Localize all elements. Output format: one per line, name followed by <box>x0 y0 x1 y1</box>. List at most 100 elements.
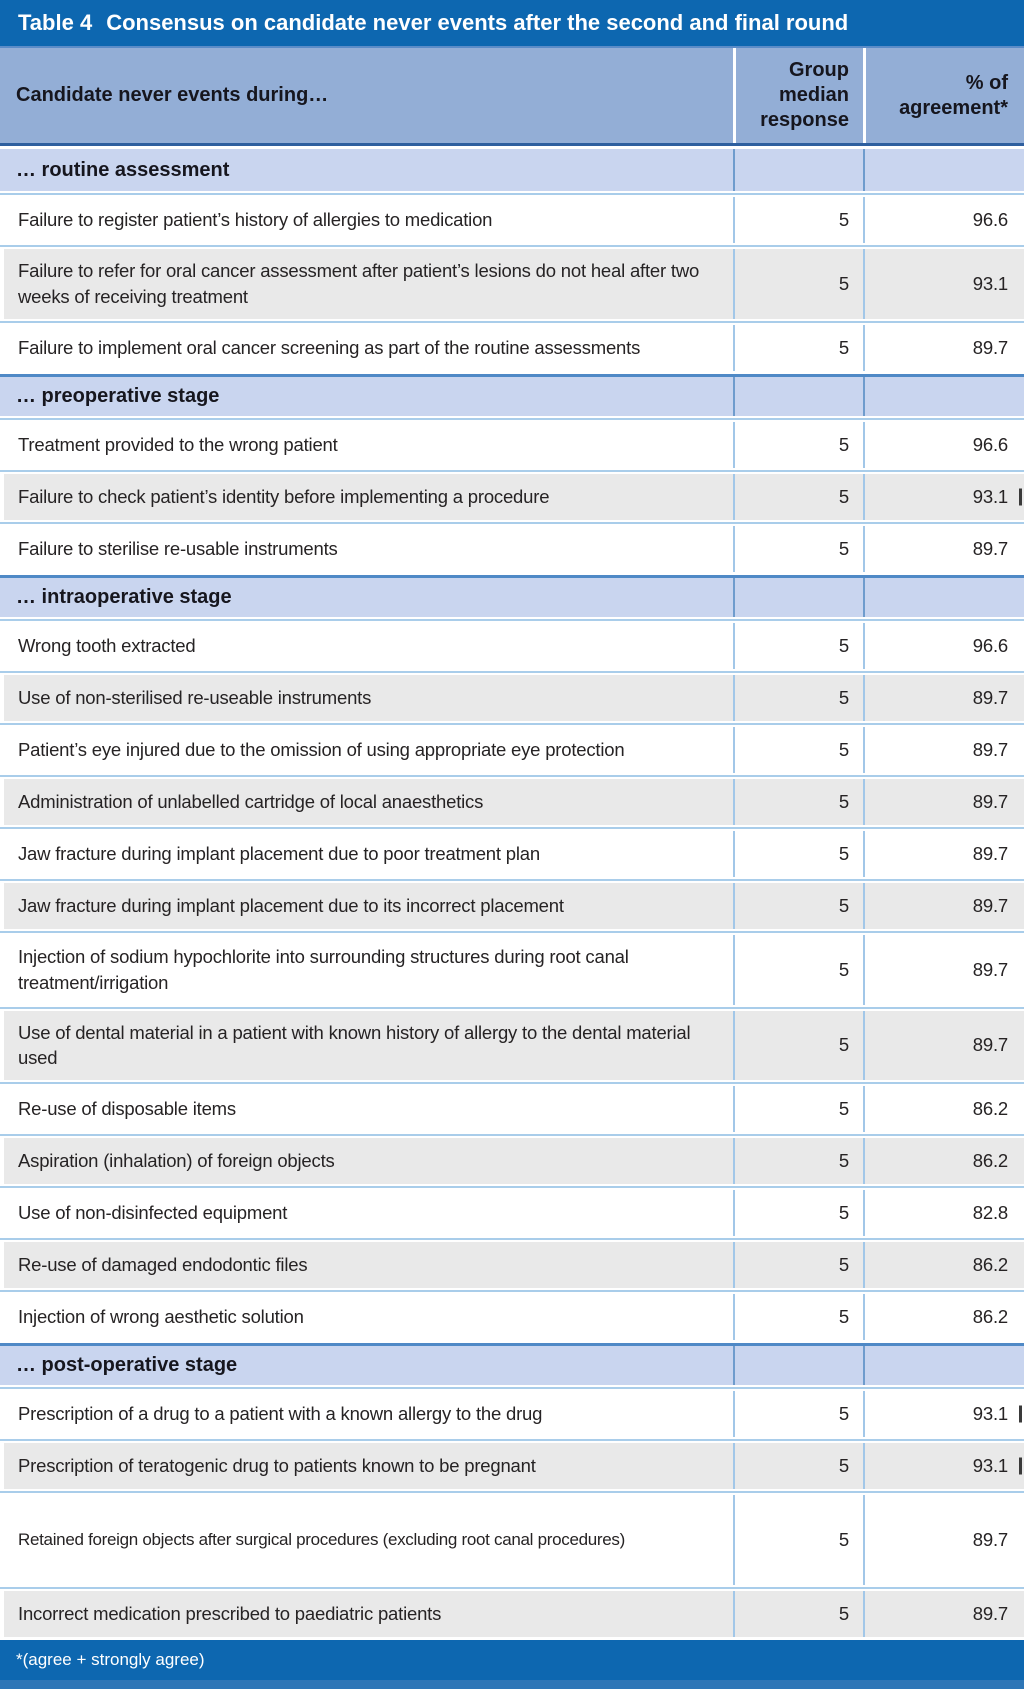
table-row: Failure to register patient’s history of… <box>0 197 1024 243</box>
row-separator <box>0 1437 1024 1444</box>
row-separator <box>0 720 1024 727</box>
event-cell: Failure to check patient’s identity befo… <box>18 485 550 507</box>
table-title-band: Table 4 Consensus on candidate never eve… <box>0 0 1024 48</box>
table-row: Jaw fracture during implant placement du… <box>0 830 1024 877</box>
agreement-value: 86.2 <box>972 1254 1008 1276</box>
event-cell: Prescription of teratogenic drug to pati… <box>18 1455 536 1477</box>
median-cell: 5 <box>733 778 863 825</box>
median-cell: 5 <box>733 1010 863 1081</box>
agreement-value: 89.7 <box>972 1034 1008 1056</box>
row-separator <box>0 1236 1024 1243</box>
median-cell: 5 <box>733 1242 863 1289</box>
table-row: Failure to sterilise re-usable instrumen… <box>0 525 1024 572</box>
median-cell: 5 <box>733 726 863 773</box>
header-separator <box>0 146 1024 149</box>
agreement-cell: 86.2 <box>863 1138 1024 1185</box>
footer-separator <box>0 1637 1024 1641</box>
event-cell: Retained foreign objects after surgical … <box>18 1530 625 1550</box>
event-cell: Injection of sodium hypochlorite into su… <box>18 945 629 993</box>
column-header-event: Candidate never events during… <box>16 84 329 106</box>
table-row: Treatment provided to the wrong patient 5… <box>0 421 1024 468</box>
median-cell: 5 <box>733 1591 863 1638</box>
event-cell: Use of non-sterilised re-useable instrum… <box>18 686 372 708</box>
agreement-cell: 82.8 <box>863 1190 1024 1237</box>
agreement-cell: 93.1 <box>863 1443 1024 1490</box>
table-row: Failure to refer for oral cancer assessm… <box>0 249 1024 319</box>
median-cell: 5 <box>733 1294 863 1341</box>
event-cell: Failure to implement oral cancer screeni… <box>18 336 641 358</box>
section-header-label-cell: … post-operative stage <box>0 1346 733 1385</box>
table-number: Table 4 <box>18 10 93 35</box>
agreement-cell: 89.7 <box>863 1591 1024 1638</box>
event-cell: Failure to refer for oral cancer assessm… <box>18 260 700 307</box>
bottom-strip <box>0 1680 1024 1690</box>
event-cell: Wrong tooth extracted <box>18 634 196 656</box>
median-cell: 5 <box>733 1443 863 1490</box>
event-cell: Use of dental material in a patient with… <box>18 1021 691 1069</box>
row-separator <box>0 318 1024 325</box>
table-row: Wrong tooth extracted 5 96.6 <box>0 622 1024 669</box>
event-cell: Re-use of damaged endodontic files <box>18 1254 308 1276</box>
section-header-agreement-cell <box>863 577 1024 617</box>
section-header: … post-operative stage <box>0 1343 1024 1386</box>
agreement-cell: 96.6 <box>863 197 1024 243</box>
agreement-cell: 89.7 <box>863 1495 1024 1586</box>
median-cell: 5 <box>733 830 863 877</box>
median-cell: 5 <box>733 473 863 520</box>
section-header-agreement-cell <box>863 149 1024 191</box>
section-header-label-cell: … routine assessment <box>0 149 733 191</box>
agreement-cell: 89.7 <box>863 934 1024 1005</box>
table-footnote-band: *(agree + strongly agree) <box>0 1640 1024 1681</box>
row-separator <box>0 824 1024 831</box>
agreement-cell: 86.2 <box>863 1294 1024 1341</box>
median-cell: 5 <box>733 1391 863 1438</box>
table-row: Prescription of a drug to a patient with… <box>0 1391 1024 1438</box>
agreement-value: 86.2 <box>972 1098 1008 1120</box>
row-separator <box>0 876 1024 883</box>
agreement-value: 89.7 <box>972 894 1008 916</box>
median-cell: 5 <box>733 882 863 929</box>
row-separator <box>0 1132 1024 1139</box>
agreement-value: 93.1 <box>972 1403 1008 1425</box>
section-header-label: … preoperative stage <box>16 384 220 407</box>
event-cell: Jaw fracture during implant placement du… <box>18 894 564 916</box>
agreement-value: 96.6 <box>972 209 1008 230</box>
column-header-row: Candidate never events during… Group med… <box>0 48 1024 146</box>
row-separator <box>0 519 1024 526</box>
table-row: Failure to implement oral cancer screeni… <box>0 324 1024 371</box>
median-cell: 5 <box>733 249 863 319</box>
median-cell: 5 <box>733 421 863 468</box>
event-cell: Aspiration (inhalation) of foreign objec… <box>18 1150 335 1172</box>
agreement-value: 82.8 <box>972 1202 1008 1224</box>
median-cell: 5 <box>733 1495 863 1586</box>
event-cell: Failure to sterilise re-usable instrumen… <box>18 537 338 559</box>
table-row: Injection of sodium hypochlorite into su… <box>0 934 1024 1005</box>
table-body: … routine assessment Failure to register … <box>0 149 1024 1638</box>
agreement-cell: 89.7 <box>863 882 1024 929</box>
row-separator <box>0 1080 1024 1087</box>
row-separator <box>0 243 1024 249</box>
event-cell: Administration of unlabelled cartridge o… <box>18 790 484 812</box>
row-separator <box>0 1385 1024 1392</box>
row-separator <box>0 191 1024 197</box>
table-row: Prescription of teratogenic drug to pati… <box>0 1443 1024 1490</box>
event-cell: Use of non-disinfected equipment <box>18 1202 288 1224</box>
event-cell: Jaw fracture during implant placement du… <box>18 842 540 864</box>
agreement-cell: 89.7 <box>863 726 1024 773</box>
table-row: Incorrect medication prescribed to paedi… <box>0 1591 1024 1638</box>
section-separator <box>0 571 1024 575</box>
agreement-cell: 89.7 <box>863 778 1024 825</box>
agreement-cell: 93.1 <box>863 1391 1024 1438</box>
agreement-cell: 86.2 <box>863 1086 1024 1133</box>
median-cell: 5 <box>733 197 863 243</box>
agreement-value: 86.2 <box>972 1306 1008 1328</box>
row-separator <box>0 1288 1024 1295</box>
agreement-cell: 96.6 <box>863 622 1024 669</box>
median-cell: 5 <box>733 324 863 371</box>
table-row: Use of non-disinfected equipment 5 82.8 <box>0 1190 1024 1237</box>
section-header: … intraoperative stage <box>0 574 1024 617</box>
median-cell: 5 <box>733 934 863 1005</box>
event-cell: Injection of wrong aesthetic solution <box>18 1306 304 1328</box>
agreement-value: 89.7 <box>972 1529 1008 1551</box>
row-separator <box>0 772 1024 779</box>
